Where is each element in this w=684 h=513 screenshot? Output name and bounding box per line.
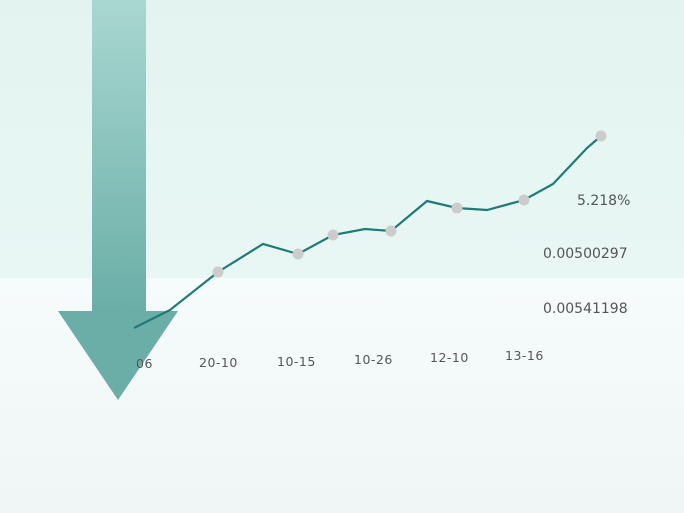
- data-point: [518, 194, 530, 206]
- data-point: [385, 225, 397, 237]
- x-tick-label: 10-15: [277, 354, 316, 369]
- x-tick-label: 06: [136, 356, 153, 371]
- data-point: [451, 202, 463, 214]
- data-point: [292, 248, 304, 260]
- x-tick-label: 12-10: [430, 350, 469, 365]
- data-point: [595, 130, 607, 142]
- value-label: 0.00541198: [543, 301, 628, 317]
- data-point: [327, 229, 339, 241]
- x-tick-label: 10-26: [354, 352, 393, 367]
- x-tick-label: 13-16: [505, 348, 544, 363]
- series-line: [133, 135, 602, 329]
- value-label: 5.218%: [577, 193, 631, 209]
- x-tick-label: 20-10: [199, 355, 238, 370]
- data-point: [212, 266, 224, 278]
- value-label: 0.00500297: [543, 246, 628, 262]
- down-arrow-icon: [58, 0, 178, 400]
